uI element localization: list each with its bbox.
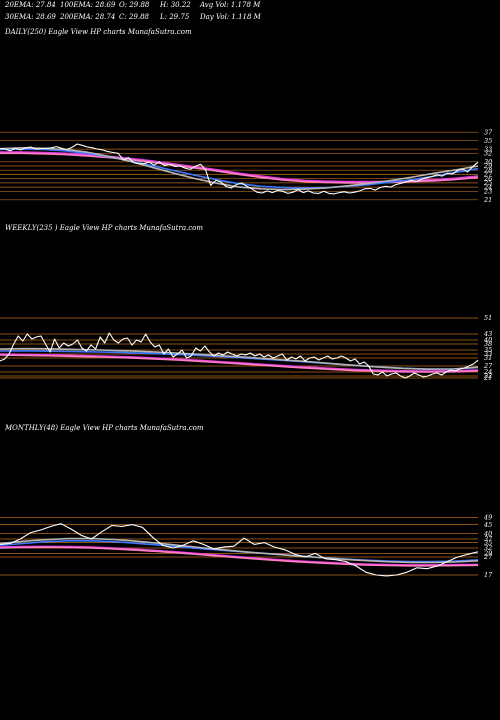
moving-average-line	[0, 152, 479, 184]
weekly-chart-title: WEEKLY(235 ) Eagle View HP charts Munafa…	[5, 224, 204, 232]
moving-average-line	[0, 353, 479, 372]
open-stat: O: 29.88	[119, 1, 150, 9]
y-tick-label: 37	[484, 535, 493, 543]
y-tick-label: 40	[483, 336, 492, 344]
y-tick-label: 33	[484, 350, 492, 358]
moving-average-line	[0, 546, 479, 567]
stats-header: 20EMA: 27.84 100EMA: 28.69 O: 29.88 H: 3…	[0, 0, 500, 26]
moving-average-line	[0, 151, 479, 183]
ema30-stat: 30EMA: 28.69	[5, 13, 56, 21]
moving-average-line	[0, 347, 479, 370]
y-tick-label: 35	[484, 539, 492, 547]
moving-average-line	[0, 147, 479, 191]
y-tick-label: 24	[483, 183, 492, 191]
ema20-stat: 20EMA: 27.84	[5, 1, 56, 9]
y-tick-label: 35	[484, 137, 492, 145]
y-tick-label: 17	[484, 571, 493, 579]
close-stat: C: 29.88	[119, 13, 149, 21]
monthly-chart-panel: MONTHLY(48) Eagle View HP charts MunafaS…	[0, 424, 500, 594]
y-tick-label: 35	[484, 346, 492, 354]
y-tick-label: 21	[483, 196, 492, 204]
moving-average-line	[0, 545, 479, 566]
y-tick-label: 49	[483, 514, 492, 522]
day-vol-stat: Day Vol: 1.118 M	[200, 13, 261, 21]
moving-average-line	[0, 354, 479, 373]
ema200-stat: 200EMA: 28.74	[60, 13, 116, 21]
price-line	[0, 523, 479, 577]
y-tick-label: 51	[484, 314, 492, 322]
y-tick-label: 27	[483, 553, 493, 561]
daily-chart-panel: DAILY(250) Eagle View HP charts MunafaSu…	[0, 28, 500, 208]
ema100-stat: 100EMA: 28.69	[60, 1, 116, 9]
y-tick-label: 29	[483, 550, 492, 558]
y-tick-label: 28	[483, 166, 492, 174]
moving-average-line	[0, 537, 479, 564]
y-tick-label: 43	[483, 330, 492, 338]
y-tick-label: 31	[484, 354, 492, 362]
y-tick-label: 23	[483, 188, 492, 196]
y-tick-label: 32	[484, 150, 492, 158]
daily-chart-title: DAILY(250) Eagle View HP charts MunafaSu…	[5, 28, 192, 36]
avg-vol-stat: Avg Vol: 1.178 M	[200, 1, 261, 9]
y-tick-label: 27	[483, 171, 493, 179]
y-tick-label: 24	[483, 368, 492, 376]
y-tick-label: 33	[484, 145, 492, 153]
high-stat: H: 30.22	[160, 1, 191, 9]
monthly-chart-title: MONTHLY(48) Eagle View HP charts MunafaS…	[5, 424, 204, 432]
y-tick-label: 22	[483, 372, 492, 380]
y-tick-label: 21	[483, 374, 492, 382]
y-tick-label: 38	[484, 340, 492, 348]
y-tick-label: 45	[483, 521, 492, 529]
y-tick-label: 26	[483, 175, 492, 183]
y-tick-label: 29	[483, 162, 492, 170]
y-tick-label: 37	[484, 128, 493, 136]
y-tick-label: 40	[483, 530, 492, 538]
y-tick-label: 25	[483, 179, 492, 187]
price-line	[0, 143, 479, 195]
price-line	[0, 332, 479, 379]
low-stat: L: 29.75	[160, 13, 190, 21]
y-tick-label: 32	[484, 544, 492, 552]
y-tick-label: 27	[483, 362, 493, 370]
y-tick-label: 30	[484, 158, 492, 166]
weekly-chart-panel: WEEKLY(235 ) Eagle View HP charts Munafa…	[0, 224, 500, 394]
